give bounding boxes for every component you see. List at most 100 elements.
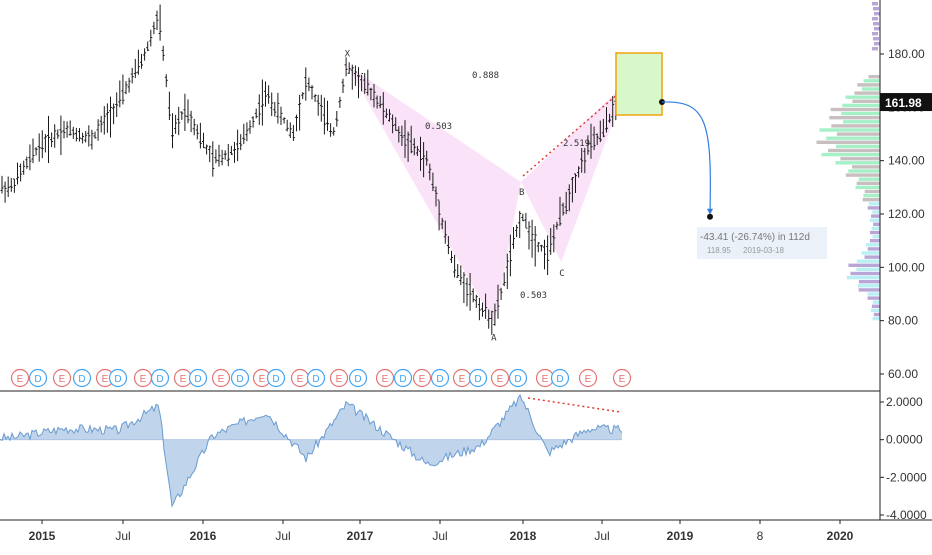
volume-profile-bar xyxy=(850,271,880,276)
volume-profile-bar xyxy=(827,148,880,153)
dividend-marker-label: D xyxy=(436,374,443,385)
volume-profile-bar xyxy=(869,230,880,235)
dividend-marker-label: D xyxy=(514,374,521,385)
volume-profile-bar xyxy=(826,136,880,140)
volume-profile-bar xyxy=(858,288,880,292)
volume-profile-bar xyxy=(819,128,880,132)
volume-profile-bar xyxy=(874,42,880,46)
volume-profile-bar xyxy=(840,157,880,161)
ratio-label-xb: 0.503 xyxy=(425,122,452,132)
earnings-marker-label: E xyxy=(336,374,343,385)
volume-profile-bar xyxy=(868,75,880,79)
earnings-marker-label: E xyxy=(419,374,426,385)
dividend-marker-label: D xyxy=(236,374,243,385)
volume-profile-bar xyxy=(861,87,880,91)
volume-profile-bar xyxy=(873,222,880,226)
volume-profile-bar xyxy=(870,214,880,218)
volume-profile-bar xyxy=(831,124,880,128)
earnings-marker-label: E xyxy=(297,374,304,385)
price-tick-label: 180.00 xyxy=(888,47,925,61)
volume-profile-bar xyxy=(856,181,880,185)
volume-profile-bar xyxy=(829,116,880,120)
harmonic-wing-xab xyxy=(346,64,521,324)
harmonic-pattern xyxy=(346,64,629,324)
dividend-marker-label: D xyxy=(556,374,563,385)
volume-profile-bar xyxy=(872,234,880,239)
current-price-tag xyxy=(880,93,932,112)
price-tick-label: 120.00 xyxy=(888,207,925,221)
volume-profile-bar xyxy=(872,17,878,21)
time-tick-label: 8 xyxy=(757,529,764,543)
oscillator-pane xyxy=(0,390,880,508)
volume-profile-bar xyxy=(874,27,880,31)
volume-profile-bar xyxy=(869,239,880,243)
volume-profile-bar xyxy=(867,296,880,300)
dividend-marker-label: D xyxy=(34,374,41,385)
earnings-marker-label: E xyxy=(17,374,24,385)
earnings-marker-label: E xyxy=(619,374,626,385)
dividend-marker-label: D xyxy=(399,374,406,385)
time-tick-label: 2020 xyxy=(827,529,854,543)
earnings-marker-label: E xyxy=(180,374,187,385)
ratio-label-ac: 0.503 xyxy=(520,291,547,301)
dividend-marker xyxy=(28,368,48,388)
projection-end-dot xyxy=(707,213,713,220)
volume-profile-bar xyxy=(852,99,880,103)
dividend-marker-label: D xyxy=(78,374,85,385)
dividend-marker xyxy=(150,368,170,388)
dividend-marker xyxy=(348,368,368,388)
time-tick-label: Jul xyxy=(275,529,290,543)
dividend-marker xyxy=(393,368,413,388)
earnings-marker-label: E xyxy=(382,374,389,385)
volume-profile-bar xyxy=(873,37,879,41)
time-tick-label: Jul xyxy=(115,529,130,543)
volume-profile-bar xyxy=(835,144,880,149)
earnings-marker xyxy=(10,368,30,388)
earnings-marker xyxy=(578,368,598,388)
time-tick-label: 2019 xyxy=(667,529,694,543)
dividend-marker xyxy=(72,368,92,388)
time-tick-label: 2016 xyxy=(190,529,217,543)
volume-profile-bar xyxy=(863,193,880,198)
measure-date-text: 2019-03-18 xyxy=(743,246,784,255)
volume-profile-bar xyxy=(872,32,878,36)
volume-profile-bar xyxy=(858,280,880,284)
volume-profile-bar xyxy=(841,111,880,116)
oscillator-line xyxy=(0,393,623,508)
dividend-marker xyxy=(306,368,326,388)
volume-profile-bar xyxy=(872,210,880,214)
earnings-marker-label: E xyxy=(542,374,549,385)
earnings-marker xyxy=(52,368,72,388)
dividend-marker xyxy=(508,368,528,388)
volume-profile-bar xyxy=(863,79,880,83)
price-tick-label: 60.00 xyxy=(888,367,918,381)
volume-profile-bar xyxy=(842,103,880,108)
volume-profile-bar xyxy=(870,308,880,313)
volume-profile-bar xyxy=(872,47,878,51)
earnings-marker xyxy=(211,368,231,388)
harmonic-label-c: C xyxy=(559,269,564,279)
volume-profile-bar xyxy=(861,251,880,255)
volume-profile-bar xyxy=(846,275,880,280)
dividend-marker-label: D xyxy=(312,374,319,385)
oscillator-tick-label: 2.0000 xyxy=(886,395,923,409)
earnings-marker xyxy=(329,368,349,388)
measure-change-text: -43.41 (-26.74%) in 112d xyxy=(700,232,810,243)
volume-profile-bar xyxy=(856,267,880,272)
volume-profile-bar xyxy=(872,2,878,6)
volume-profile-bar xyxy=(864,189,880,194)
volume-profile-bar xyxy=(871,304,880,308)
price-tick-label: 140.00 xyxy=(888,154,925,168)
volume-profile-bar xyxy=(858,177,880,181)
projection-arrowhead xyxy=(707,208,713,215)
volume-profile-bar xyxy=(873,312,880,317)
earnings-marker xyxy=(412,368,432,388)
current-price-label: 161.98 xyxy=(885,96,922,110)
projection-curve xyxy=(661,101,711,213)
volume-profile-bar xyxy=(852,165,880,169)
earnings-marker-label: E xyxy=(102,374,109,385)
volume-profile-bar xyxy=(836,132,880,136)
axes: 180.00160.00140.00120.00100.0080.0060.00… xyxy=(0,0,932,543)
ratio-label-xd: 0.888 xyxy=(472,71,499,81)
